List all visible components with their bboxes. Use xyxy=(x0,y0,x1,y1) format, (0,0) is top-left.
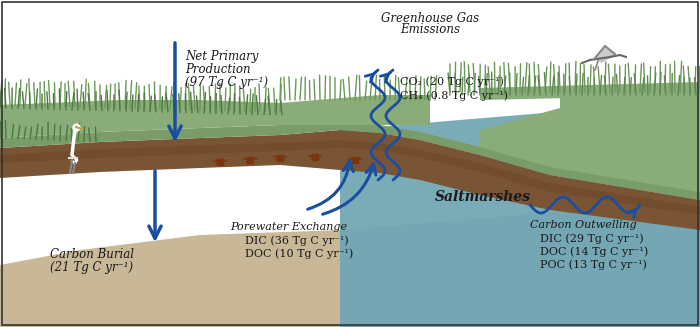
Polygon shape xyxy=(595,46,615,62)
Polygon shape xyxy=(0,122,700,200)
Text: CO₂ (20 Tg C yr⁻¹): CO₂ (20 Tg C yr⁻¹) xyxy=(400,76,504,87)
Text: Greenhouse Gas: Greenhouse Gas xyxy=(381,12,479,25)
Text: Saltmarshes: Saltmarshes xyxy=(435,190,531,204)
Polygon shape xyxy=(0,230,700,327)
Text: Carbon Outwelling: Carbon Outwelling xyxy=(530,220,636,230)
Polygon shape xyxy=(340,100,700,327)
Text: CH₄ (0.8 Tg C yr⁻¹): CH₄ (0.8 Tg C yr⁻¹) xyxy=(400,90,508,101)
Text: (21 Tg C yr⁻¹): (21 Tg C yr⁻¹) xyxy=(50,261,133,274)
Polygon shape xyxy=(0,140,700,215)
Polygon shape xyxy=(0,130,700,230)
Polygon shape xyxy=(280,95,430,125)
Text: Porewater Exchange: Porewater Exchange xyxy=(230,222,347,232)
Text: POC (13 Tg C yr⁻¹): POC (13 Tg C yr⁻¹) xyxy=(540,259,647,269)
Polygon shape xyxy=(340,200,700,327)
Polygon shape xyxy=(480,82,700,100)
Text: DOC (14 Tg C yr⁻¹): DOC (14 Tg C yr⁻¹) xyxy=(540,246,648,257)
Text: Carbon Burial: Carbon Burial xyxy=(50,248,134,261)
FancyArrowPatch shape xyxy=(308,161,354,209)
Text: DOC (10 Tg C yr⁻¹): DOC (10 Tg C yr⁻¹) xyxy=(245,248,354,259)
Polygon shape xyxy=(0,100,280,138)
Text: Net Primary: Net Primary xyxy=(185,50,258,63)
Polygon shape xyxy=(480,85,700,192)
FancyArrowPatch shape xyxy=(323,164,376,214)
Text: (97 Tg C yr⁻¹): (97 Tg C yr⁻¹) xyxy=(185,76,268,89)
Text: Emissions: Emissions xyxy=(400,23,460,36)
Text: DIC (29 Tg C yr⁻¹): DIC (29 Tg C yr⁻¹) xyxy=(540,233,643,244)
Text: Production: Production xyxy=(185,63,251,76)
Text: DIC (36 Tg C yr⁻¹): DIC (36 Tg C yr⁻¹) xyxy=(245,235,349,246)
